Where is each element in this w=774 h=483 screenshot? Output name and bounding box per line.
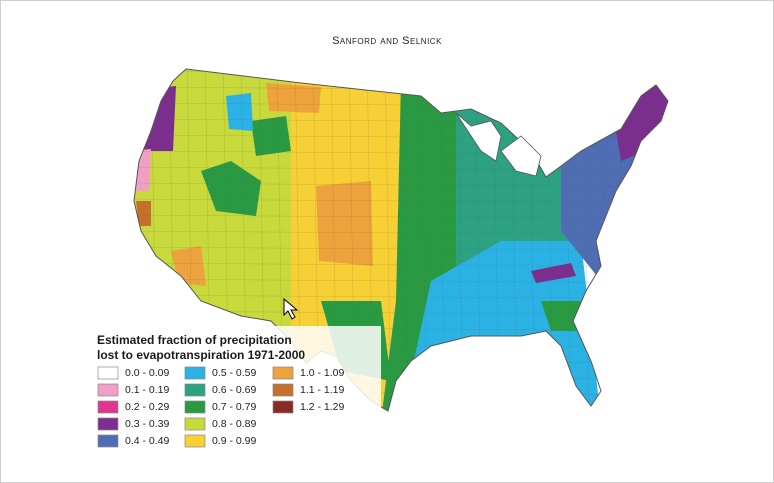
legend-title: Estimated fraction of precipitation (97, 333, 292, 347)
legend-label: 1.2 - 1.29 (300, 401, 345, 413)
legend-swatch (184, 400, 206, 414)
region-fill (134, 86, 176, 151)
region-fill (136, 201, 151, 226)
legend-swatch (97, 366, 119, 380)
boundary-line (618, 69, 626, 411)
legend-swatch (97, 383, 119, 397)
legend-label: 0.0 - 0.09 (125, 367, 170, 379)
boundary-line (134, 198, 668, 204)
boundary-line (134, 214, 668, 220)
region-fill (381, 81, 471, 411)
region-fill (226, 93, 253, 131)
legend-title: lost to evapotranspiration 1971-2000 (97, 348, 305, 362)
legend-label: 0.3 - 0.39 (125, 418, 170, 430)
figure-header: Sanford and Selnick (332, 35, 442, 47)
cursor (283, 297, 299, 320)
region-fill (531, 263, 576, 283)
boundary-line (673, 51, 679, 421)
legend-label: 1.0 - 1.09 (300, 367, 345, 379)
great-lakes (455, 112, 542, 177)
legend-panel (91, 326, 381, 451)
legend-swatch (184, 366, 206, 380)
legend-swatch (184, 434, 206, 448)
legend-label: 0.5 - 0.59 (212, 367, 257, 379)
legend: Estimated fraction of precipitationlost … (91, 326, 381, 451)
region-fill (171, 246, 206, 286)
region-fill (251, 116, 291, 156)
boundary-line (384, 69, 392, 411)
legend-swatch (97, 400, 119, 414)
legend-label: 0.6 - 0.69 (212, 384, 257, 396)
legend-label: 0.1 - 0.19 (125, 384, 170, 396)
legend-label: 1.1 - 1.19 (300, 384, 345, 396)
boundary-line (134, 150, 668, 156)
legend-swatch (97, 434, 119, 448)
legend-swatch (184, 417, 206, 431)
boundary-line (600, 69, 608, 411)
legend-swatch (272, 366, 294, 380)
region-fill (266, 83, 321, 113)
legend-swatch (272, 400, 294, 414)
legend-swatch (97, 417, 119, 431)
legend-swatch (272, 383, 294, 397)
legend-label: 0.8 - 0.89 (212, 418, 257, 430)
legend-label: 0.7 - 0.79 (212, 401, 257, 413)
legend-label: 0.4 - 0.49 (125, 435, 170, 447)
region-fill (316, 181, 373, 266)
boundary-line (134, 166, 668, 172)
legend-swatch (184, 383, 206, 397)
boundary-line (402, 69, 410, 411)
region-fill (201, 161, 261, 216)
legend-label: 0.9 - 0.99 (212, 435, 257, 447)
boundary-line (134, 182, 668, 188)
legend-label: 0.2 - 0.29 (125, 401, 170, 413)
